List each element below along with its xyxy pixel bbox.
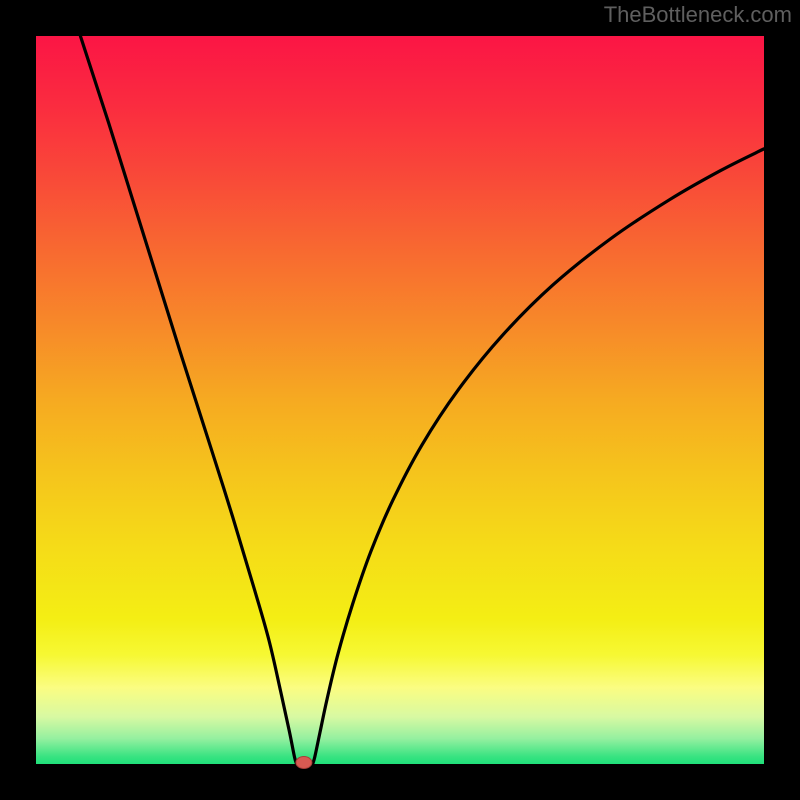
optimum-marker — [296, 757, 312, 769]
watermark-text: TheBottleneck.com — [604, 2, 792, 28]
chart-background — [36, 36, 764, 764]
chart-svg — [0, 0, 800, 800]
bottleneck-chart: TheBottleneck.com — [0, 0, 800, 800]
